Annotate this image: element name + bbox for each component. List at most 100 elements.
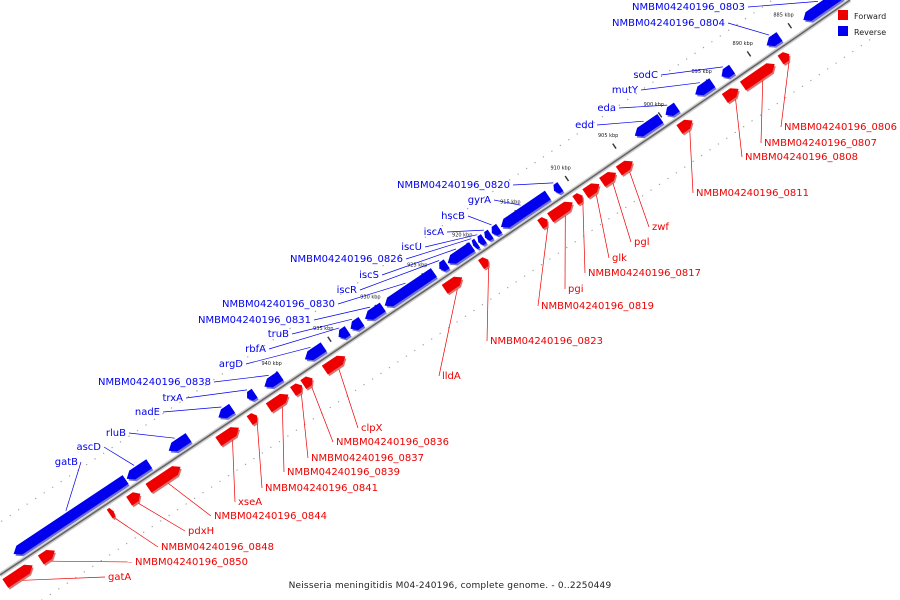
gene-label-nmbm04240196-0831[interactable]: NMBM04240196_0831: [198, 315, 311, 326]
gene-arrow-nmbm04240196-0836[interactable]: [300, 376, 313, 390]
gene-arrow-nmbm04240196-0817[interactable]: [572, 193, 583, 205]
gene-arrow-glk[interactable]: [582, 183, 600, 199]
gene-label-gata[interactable]: gatA: [108, 572, 131, 583]
gene-label-nmbm04240196-0837[interactable]: NMBM04240196_0837: [311, 453, 424, 464]
gene-arrow-nmbm04240196-0830[interactable]: [384, 268, 437, 307]
gene-label-nmbm04240196-0811[interactable]: NMBM04240196_0811: [696, 188, 809, 199]
gene-arrow-nade[interactable]: [218, 403, 236, 419]
gene-label-nmbm04240196-0841[interactable]: NMBM04240196_0841: [265, 483, 378, 494]
gene-label-rbfa[interactable]: rbfA: [245, 344, 266, 355]
gene-label-nmbm04240196-0817[interactable]: NMBM04240196_0817: [588, 268, 701, 279]
gene-label-pdxh[interactable]: pdxH: [188, 526, 214, 537]
gene-label-nmbm04240196-0819[interactable]: NMBM04240196_0819: [541, 301, 654, 312]
gene-label-ascd[interactable]: ascD: [76, 442, 101, 453]
gene-label-nade[interactable]: nadE: [135, 407, 160, 418]
gene-label-xsea[interactable]: xseA: [238, 497, 262, 508]
gene-label-nmbm04240196-0838[interactable]: NMBM04240196_0838: [98, 377, 211, 388]
gene-arrow-nmbm04240196-0806[interactable]: [777, 52, 790, 65]
gene-arrow-pgl[interactable]: [599, 171, 617, 187]
gene-arrow-iscr[interactable]: [439, 259, 450, 272]
gene-arrow-muty[interactable]: [695, 78, 716, 96]
gene-label-nmbm04240196-0808[interactable]: NMBM04240196_0808: [745, 152, 858, 163]
gene-label-nmbm04240196-0804[interactable]: NMBM04240196_0804: [612, 18, 725, 29]
gene-arrow-trxa[interactable]: [247, 388, 258, 401]
tick-label: 905 kbp: [598, 133, 618, 139]
gene-label-isca[interactable]: iscA: [424, 227, 444, 238]
gene-label-clpx[interactable]: clpX: [361, 423, 383, 434]
gene-arrow-gata[interactable]: [2, 564, 33, 588]
gene-label-nmbm04240196-0807[interactable]: NMBM04240196_0807: [764, 138, 877, 149]
gene-label-sodc[interactable]: sodC: [633, 70, 658, 81]
gene-label-rlub[interactable]: rluB: [106, 428, 126, 439]
gene-arrow-nmbm04240196-0823[interactable]: [478, 257, 489, 270]
gene-arrow-nmbm04240196-0804[interactable]: [766, 32, 783, 47]
gene-arrow-iscu[interactable]: [477, 234, 487, 246]
gene-label-argd[interactable]: argD: [219, 359, 243, 370]
gene-label-edd[interactable]: edd: [575, 120, 594, 131]
gene-label-zwf[interactable]: zwf: [652, 222, 669, 233]
gene-leader-line: [640, 82, 700, 91]
gene-label-glk[interactable]: glk: [612, 253, 627, 264]
gene-label-iscu[interactable]: iscU: [401, 242, 422, 253]
gene-label-trxa[interactable]: trxA: [162, 393, 183, 404]
gene-arrow-nmbm04240196-0807[interactable]: [739, 63, 775, 91]
gene-label-gyra[interactable]: gyrA: [468, 195, 491, 206]
gene-arrow-nmbm04240196-0826[interactable]: [471, 238, 481, 250]
gene-arrow-pdxh[interactable]: [126, 492, 141, 506]
gene-arrow-pgi[interactable]: [547, 201, 573, 223]
gene-arrow-nmbm04240196-0844[interactable]: [145, 466, 181, 493]
gene-arrow-gatb[interactable]: [13, 475, 129, 555]
gene-label-nmbm04240196-0836[interactable]: NMBM04240196_0836: [336, 437, 449, 448]
gene-label-pgl[interactable]: pgl: [634, 237, 649, 248]
gene-label-trub[interactable]: truB: [268, 329, 289, 340]
gene-arrow-nmbm04240196-0819[interactable]: [537, 217, 548, 229]
gene-arrow-nmbm04240196-0831[interactable]: [365, 302, 386, 320]
gene-label-iscr[interactable]: iscR: [337, 285, 357, 296]
gene-arrow-llda[interactable]: [441, 276, 463, 294]
gene-arrow-trub[interactable]: [350, 316, 365, 331]
gene-arrow-xsea[interactable]: [215, 427, 239, 447]
gene-arrow-hscb[interactable]: [491, 223, 503, 236]
gene-arrow-iscs[interactable]: [447, 242, 476, 264]
gene-arrow-nmbm04240196-0848[interactable]: [106, 507, 116, 519]
gene-arrow-ascd[interactable]: [126, 459, 153, 480]
gene-arrow-argd[interactable]: [304, 342, 327, 361]
gene-label-nmbm04240196-0844[interactable]: NMBM04240196_0844: [214, 511, 327, 522]
gene-arrow-rlub[interactable]: [168, 433, 192, 452]
gene-label-pgi[interactable]: pgi: [568, 284, 583, 295]
gene-arrow-nmbm04240196-0838[interactable]: [264, 371, 284, 388]
gene-label-eda[interactable]: eda: [597, 103, 616, 114]
gene-label-nmbm04240196-0850[interactable]: NMBM04240196_0850: [135, 557, 248, 568]
gene-label-nmbm04240196-0839[interactable]: NMBM04240196_0839: [287, 467, 400, 478]
gene-arrow-nmbm04240196-0839[interactable]: [265, 393, 289, 413]
gene-arrow-nmbm04240196-0811[interactable]: [676, 119, 693, 134]
gene-label-llda[interactable]: lldA: [442, 371, 461, 382]
gene-label-nmbm04240196-0823[interactable]: NMBM04240196_0823: [490, 336, 603, 347]
gene-label-muty[interactable]: mutY: [612, 85, 639, 96]
gene-arrow-sodc[interactable]: [721, 64, 736, 78]
gene-arrow-nmbm04240196-0850[interactable]: [37, 549, 55, 565]
gene-arrow-clpx[interactable]: [321, 355, 346, 375]
gene-label-nmbm04240196-0820[interactable]: NMBM04240196_0820: [397, 180, 510, 191]
gene-label-hscb[interactable]: hscB: [441, 211, 465, 222]
gene-arrow-edd[interactable]: [634, 113, 664, 137]
gene-arrow-nmbm04240196-0820[interactable]: [553, 182, 564, 194]
gene-label-nmbm04240196-0803[interactable]: NMBM04240196_0803: [632, 2, 745, 13]
gene-label-nmbm04240196-0806[interactable]: NMBM04240196_0806: [784, 122, 897, 133]
gene-label-nmbm04240196-0848[interactable]: NMBM04240196_0848: [161, 542, 274, 553]
gene-arrow-rbfa[interactable]: [338, 326, 351, 339]
gene-arrow-nmbm04240196-0803[interactable]: [803, 0, 843, 21]
gene-label-iscs[interactable]: iscS: [359, 270, 379, 281]
gene-arrow-isca[interactable]: [484, 229, 494, 241]
gene-arrow-zwf[interactable]: [615, 160, 633, 176]
gene-label-gatb[interactable]: gatB: [55, 457, 78, 468]
gene-arrow-eda[interactable]: [665, 102, 680, 117]
gene-label-nmbm04240196-0826[interactable]: NMBM04240196_0826: [290, 254, 403, 265]
gene-arrow-nmbm04240196-0808[interactable]: [721, 88, 739, 103]
gene-arrow-nmbm04240196-0837[interactable]: [289, 383, 303, 396]
gene-label-nmbm04240196-0830[interactable]: NMBM04240196_0830: [222, 299, 335, 310]
tick-mark: [746, 51, 752, 57]
gene-leader-line: [213, 375, 269, 383]
gene-arrow-gyra[interactable]: [500, 190, 551, 228]
gene-arrow-nmbm04240196-0841[interactable]: [246, 413, 258, 426]
